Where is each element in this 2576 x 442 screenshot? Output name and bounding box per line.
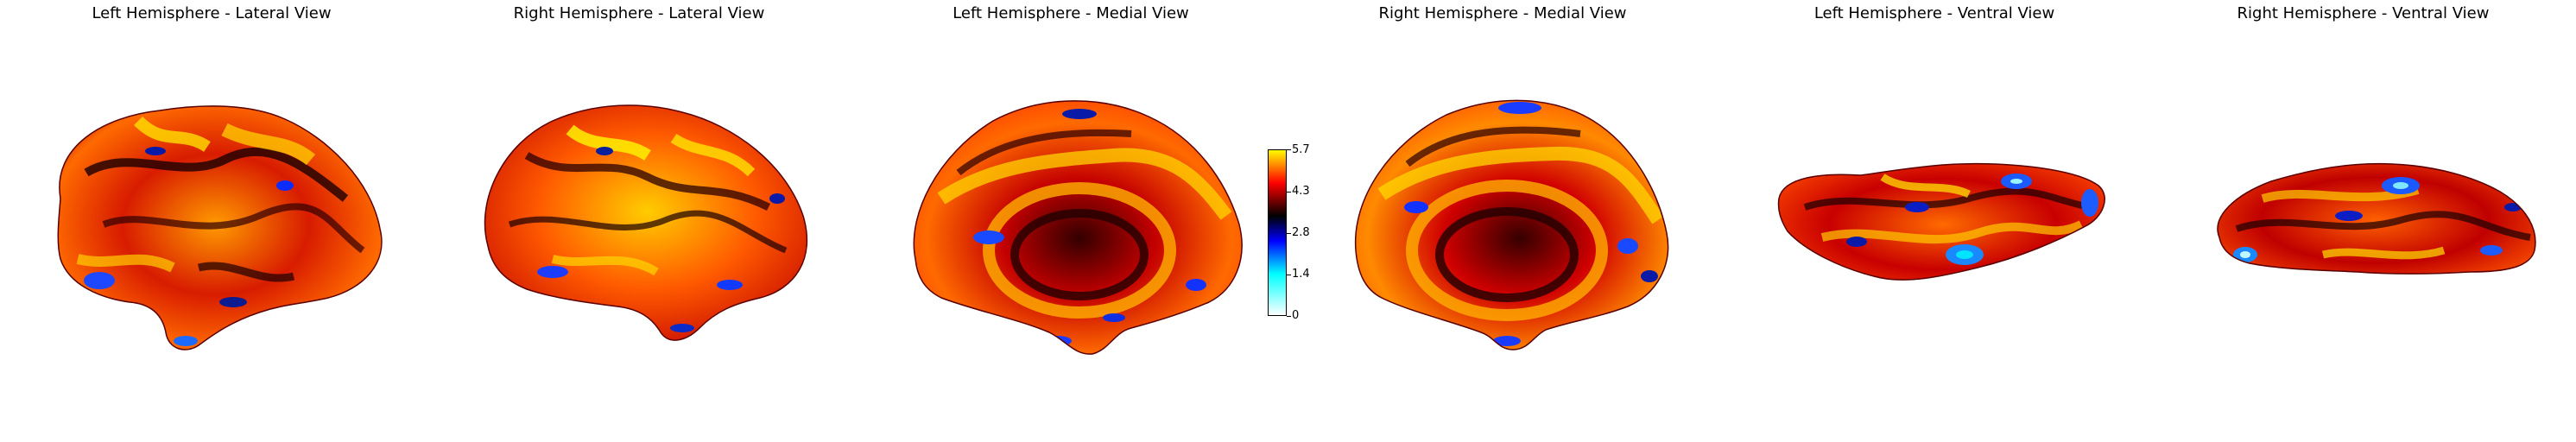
colorbar-tickmark [1287,233,1291,234]
panel-title: Right Hemisphere - Medial View [1378,4,1627,22]
panel-title: Right Hemisphere - Lateral View [513,4,765,22]
colorbar-tickmark [1287,192,1291,193]
panel-title: Left Hemisphere - Medial View [953,4,1189,22]
colorbar-tick-label: 1.4 [1292,268,1310,281]
panel-title: Left Hemisphere - Ventral View [1813,4,2055,22]
brain-surface-right-lateral [484,104,808,341]
panel-title: Left Hemisphere - Lateral View [92,4,332,22]
panel-right-ventral: Right Hemisphere - Ventral View [2150,0,2576,442]
brain-surface-left-lateral [57,105,383,350]
colorbar-tick-label: 0 [1292,309,1300,322]
panel-left-medial: Left Hemisphere - Medial View [855,0,1287,442]
colorbar-tick-label: 2.8 [1292,226,1310,239]
brain-surface-left-medial [913,100,1243,355]
brain-surface-right-medial [1354,99,1669,350]
colorbar-gradient [1268,149,1287,316]
brain-surface-left-ventral [1777,162,2105,281]
colorbar-tick-label: 4.3 [1292,185,1310,198]
panel-right-lateral: Right Hemisphere - Lateral View [423,0,855,442]
brain-surface-right-ventral [2217,162,2536,275]
colorbar-tick-label: 5.7 [1292,143,1310,156]
panel-left-ventral: Left Hemisphere - Ventral View [1718,0,2150,442]
panel-right-medial: Right Hemisphere - Medial View [1287,0,1718,442]
colorbar-tickmark [1287,149,1291,150]
panel-left-lateral: Left Hemisphere - Lateral View [0,0,423,442]
panel-title: Right Hemisphere - Ventral View [2237,4,2490,22]
colorbar-tickmark [1287,316,1291,317]
